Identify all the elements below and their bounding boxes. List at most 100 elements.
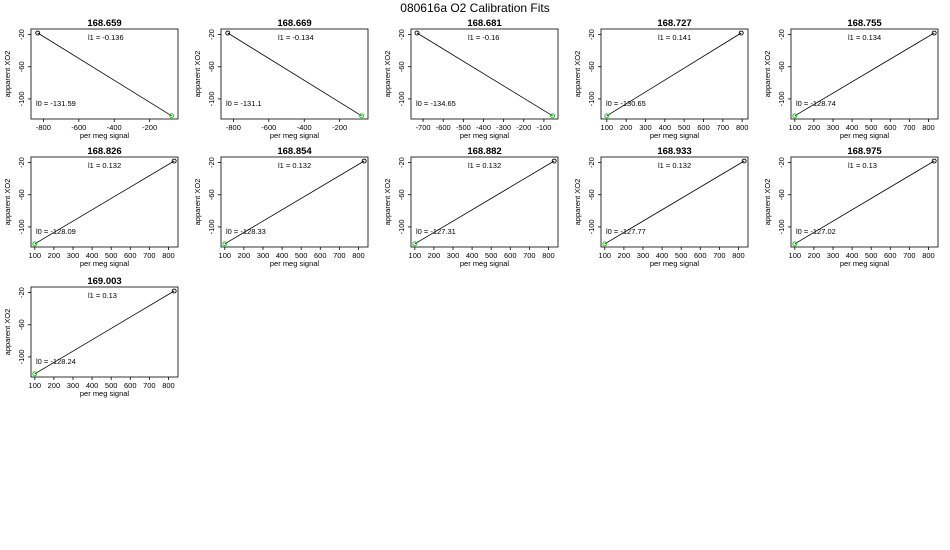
fit-line <box>414 160 555 245</box>
data-point <box>169 113 175 119</box>
intercept-annotation: l0 = -128.09 <box>36 227 76 236</box>
x-tick-label: 500 <box>678 123 691 132</box>
x-tick-label: 200 <box>48 381 61 390</box>
data-point <box>171 288 177 294</box>
x-tick-label: 200 <box>428 251 441 260</box>
panel-168-669: 168.669 -800 -600 -400 -200 per meg signal -20… <box>193 18 369 140</box>
data-point <box>792 241 798 247</box>
x-tick-label: 800 <box>162 251 175 260</box>
y-tick-label: -100 <box>17 91 26 106</box>
x-tick-label: -800 <box>226 123 241 132</box>
x-tick-label: 700 <box>143 381 156 390</box>
y-tick-label: -100 <box>17 219 26 234</box>
x-tick-label: 300 <box>67 251 80 260</box>
x-tick-label: 100 <box>789 251 802 260</box>
slope-annotation: l1 = -0.134 <box>278 33 314 42</box>
x-tick-label: -600 <box>71 123 86 132</box>
x-tick-label: 700 <box>143 251 156 260</box>
fit-line <box>606 32 742 117</box>
slope-annotation: l1 = -0.16 <box>468 33 499 42</box>
x-tick-label: 200 <box>238 251 251 260</box>
y-tick-label: -60 <box>207 189 216 200</box>
y-axis-label: apparent XO2 <box>763 179 772 226</box>
x-tick-label: 100 <box>219 251 232 260</box>
x-tick-label: -200 <box>332 123 347 132</box>
y-axis-label: apparent XO2 <box>193 179 202 226</box>
data-point <box>32 371 38 377</box>
plot-frame <box>30 28 179 120</box>
y-tick-label: -60 <box>397 61 406 72</box>
x-tick-label: 100 <box>409 251 422 260</box>
x-tick-label: -200 <box>516 123 531 132</box>
panel-title: 168.933 <box>657 146 691 157</box>
data-point <box>225 30 231 36</box>
plot-frame <box>790 156 939 248</box>
plot-frame <box>30 286 179 378</box>
x-tick-label: 400 <box>846 123 859 132</box>
x-axis-label: per meg signal <box>80 389 130 398</box>
x-tick-label: 700 <box>903 123 916 132</box>
panel-title: 168.755 <box>847 18 882 29</box>
y-tick-label: -20 <box>397 157 406 168</box>
x-tick-label: 100 <box>789 123 802 132</box>
y-axis-label: apparent XO2 <box>383 179 392 226</box>
y-tick-label: -100 <box>397 219 406 234</box>
x-tick-label: 700 <box>523 251 536 260</box>
y-tick-label: -60 <box>207 61 216 72</box>
x-tick-label: 200 <box>808 123 821 132</box>
x-tick-label: 300 <box>67 381 80 390</box>
plot-frame <box>220 156 369 248</box>
slope-annotation: l1 = 0.13 <box>88 291 117 300</box>
fit-line <box>604 160 745 245</box>
x-tick-label: 600 <box>884 123 897 132</box>
panel-title: 168.975 <box>847 146 882 157</box>
x-tick-label: 300 <box>447 251 460 260</box>
x-tick-label: 400 <box>86 381 99 390</box>
x-tick-label: 600 <box>694 251 707 260</box>
fit-line <box>227 32 362 117</box>
x-tick-label: 800 <box>352 251 365 260</box>
y-tick-label: -100 <box>397 91 406 106</box>
panel-168-681: 168.681 -700 -600 -500 -400 -300 -200 -100 per m… <box>383 18 559 140</box>
x-tick-label: 600 <box>884 251 897 260</box>
x-tick-label: -400 <box>107 123 122 132</box>
x-axis-label: per meg signal <box>80 131 130 140</box>
y-tick-label: -100 <box>777 91 786 106</box>
y-tick-label: -60 <box>17 319 26 330</box>
y-tick-label: -20 <box>777 157 786 168</box>
intercept-annotation: l0 = -131.1 <box>226 99 262 108</box>
data-point <box>414 30 420 36</box>
y-axis-label: apparent XO2 <box>3 179 12 226</box>
x-tick-label: 300 <box>257 251 270 260</box>
x-axis-label: per meg signal <box>650 259 700 268</box>
x-tick-label: 400 <box>846 251 859 260</box>
data-point <box>222 241 228 247</box>
slope-annotation: l1 = 0.13 <box>848 161 877 170</box>
x-tick-label: 500 <box>865 123 878 132</box>
x-tick-label: 400 <box>466 251 479 260</box>
panel-168-659: 168.659 -800 -600 -400 -200 per meg signal -20… <box>3 18 179 140</box>
x-tick-label: 400 <box>659 123 672 132</box>
data-point <box>931 30 937 36</box>
intercept-annotation: l0 = -127.02 <box>796 227 836 236</box>
y-tick-label: -100 <box>207 219 216 234</box>
x-tick-label: 700 <box>333 251 346 260</box>
x-tick-label: 300 <box>827 251 840 260</box>
x-tick-label: 700 <box>713 251 726 260</box>
y-tick-label: -100 <box>587 219 596 234</box>
x-tick-label: 400 <box>276 251 289 260</box>
plot-frame <box>790 28 939 120</box>
data-point <box>931 158 937 164</box>
data-point <box>412 241 418 247</box>
fit-line <box>794 32 935 117</box>
y-tick-label: -20 <box>17 287 26 298</box>
x-tick-label: -300 <box>496 123 511 132</box>
x-tick-label: 500 <box>865 251 878 260</box>
data-point <box>35 30 41 36</box>
x-tick-label: 800 <box>922 251 935 260</box>
panel-title: 168.727 <box>657 18 691 29</box>
data-point <box>792 113 798 119</box>
x-tick-label: 600 <box>504 251 517 260</box>
y-tick-label: -20 <box>17 157 26 168</box>
